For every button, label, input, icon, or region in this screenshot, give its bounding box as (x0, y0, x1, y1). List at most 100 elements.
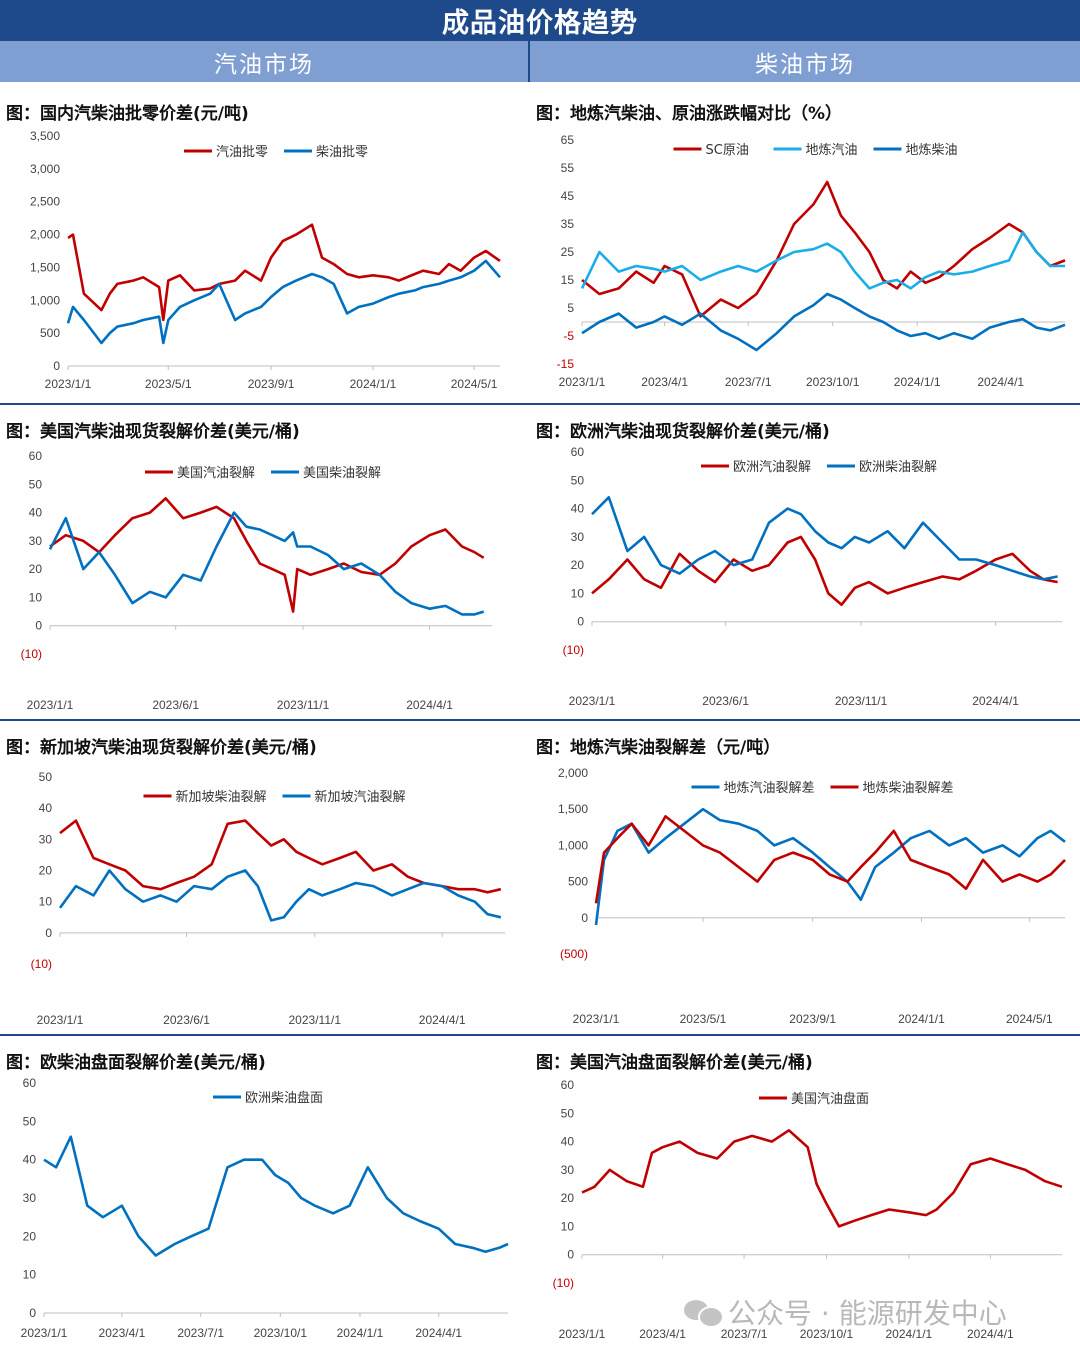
y-tick-label: 35 (561, 217, 575, 231)
x-tick-label: 2023/1/1 (559, 375, 606, 389)
x-tick-label: 2024/5/1 (1006, 1012, 1053, 1026)
chart-c8: (10) 0 10 20 30 40 50 60 2023/1/1 2023/4/1 2023/7/… (553, 1078, 1063, 1341)
y-tick-label: 60 (23, 1076, 37, 1090)
y-tick-label: 20 (39, 864, 53, 878)
y-tick-label: (10) (553, 1276, 574, 1290)
chart-title: 图：美国汽油盘面裂解价差(美元/桶) (536, 1053, 813, 1073)
banner-title: 成品油价格趋势 (442, 8, 638, 39)
x-tick-label: 2024/4/1 (415, 1326, 462, 1340)
y-tick-label: 50 (561, 1106, 575, 1120)
y-tick-label: 500 (568, 875, 588, 889)
x-tick-label: 2023/6/1 (702, 694, 749, 708)
y-tick-label: (500) (560, 947, 588, 961)
y-tick-label: 20 (561, 1191, 575, 1205)
legend-label: 美国汽油裂解 (177, 466, 255, 481)
x-tick-label: 2023/1/1 (559, 1327, 606, 1341)
x-tick-label: 2024/1/1 (898, 1012, 945, 1026)
legend-label: 地炼汽油裂解差 (724, 781, 815, 796)
chart-title: 图：新加坡汽柴油现货裂解价差(美元/桶) (6, 738, 317, 758)
y-tick-label: 0 (45, 926, 52, 940)
x-tick-label: 2023/9/1 (248, 377, 295, 391)
chart-panel-c7: 图：欧柴油盘面裂解价差(美元/桶) 0 10 20 30 40 50 60 2023/1/1 2… (0, 1045, 528, 1355)
y-tick-label: 2,000 (30, 228, 60, 242)
x-tick-label: 2024/1/1 (894, 375, 941, 389)
subheader-diesel: 柴油市场 (530, 41, 1080, 82)
y-tick-label: 65 (561, 133, 575, 147)
x-tick-label: 2023/4/1 (641, 375, 688, 389)
y-tick-label: 10 (571, 586, 585, 600)
legend-label: 美国柴油裂解 (303, 466, 381, 481)
y-tick-label: (10) (563, 643, 584, 657)
y-tick-label: 50 (39, 770, 53, 784)
y-tick-label: 5 (567, 301, 574, 315)
series-line-2 (594, 815, 1066, 904)
row-divider (0, 719, 1080, 721)
y-tick-label: -15 (557, 357, 575, 371)
series-line-2 (48, 511, 485, 616)
watermark-text: 公众号 · 能源研发中心 (728, 1297, 1007, 1330)
y-tick-label: 30 (571, 530, 585, 544)
y-tick-label: 10 (23, 1268, 37, 1282)
y-tick-label: 0 (577, 615, 584, 629)
chart-panel-c5: 图：新加坡汽柴油现货裂解价差(美元/桶) (10) 0 10 20 30 40 50 2023… (0, 730, 528, 1033)
y-tick-label: 0 (35, 619, 42, 633)
chart-panel-c2: 图：地炼汽柴油、原油涨跌幅对比（%） -15 -5 5 15 25 35 45 55 65 202… (530, 96, 1080, 402)
x-tick-label: 2023/11/1 (289, 1013, 342, 1027)
chart-title: 图：地炼汽柴油裂解差（元/吨） (536, 738, 781, 758)
subheader-diesel-label: 柴油市场 (755, 51, 855, 78)
x-tick-label: 2024/4/1 (977, 375, 1024, 389)
x-tick-label: 2023/1/1 (569, 694, 616, 708)
y-tick-label: 50 (29, 477, 43, 491)
y-tick-label: 40 (39, 801, 53, 815)
x-tick-label: 2023/1/1 (27, 698, 74, 712)
y-tick-label: 40 (561, 1135, 575, 1149)
page-banner: 成品油价格趋势 (0, 0, 1080, 41)
y-tick-label: 20 (23, 1229, 37, 1243)
watermark: 公众号 · 能源研发中心 (684, 1292, 1007, 1332)
chart-c6: (500) 0 500 1,000 1,500 2,000 2023/1/1 2023/5/1… (558, 766, 1066, 1026)
legend-label: 欧洲柴油盘面 (245, 1090, 323, 1106)
y-tick-label: (10) (31, 957, 52, 971)
y-tick-label: 10 (561, 1219, 575, 1233)
y-tick-label: 1,500 (558, 802, 588, 816)
x-tick-label: 2024/1/1 (350, 377, 397, 391)
x-tick-label: 2023/11/1 (277, 698, 330, 712)
y-tick-label: 20 (29, 562, 43, 576)
row-divider (0, 403, 1080, 405)
x-tick-label: 2023/1/1 (37, 1013, 84, 1027)
y-tick-label: 30 (39, 832, 53, 846)
x-tick-label: 2024/4/1 (419, 1013, 466, 1027)
chart-panel-c8: 图：美国汽油盘面裂解价差(美元/桶) (10) 0 10 20 30 40 50 60 2023… (530, 1045, 1080, 1355)
y-tick-label: 2,500 (30, 195, 60, 209)
y-tick-label: 1,500 (30, 260, 60, 274)
x-tick-label: 2023/7/1 (725, 375, 772, 389)
y-tick-label: -5 (563, 329, 574, 343)
series-line-1 (43, 1135, 509, 1257)
series-line-2 (66, 259, 501, 345)
x-tick-label: 2023/7/1 (721, 1327, 768, 1341)
y-tick-label: 15 (561, 273, 575, 287)
y-tick-label: 40 (23, 1153, 37, 1167)
subheader-gasoline: 汽油市场 (0, 41, 528, 82)
y-tick-label: (10) (21, 647, 42, 661)
x-tick-label: 2023/1/1 (45, 377, 92, 391)
chart-panel-c4: 图：欧洲汽柴油现货裂解价差(美元/桶) (10) 0 10 20 30 40 50 60 202… (530, 414, 1080, 718)
x-tick-label: 2023/5/1 (145, 377, 192, 391)
chart-c4: (10) 0 10 20 30 40 50 60 2023/1/1 2023/6/1 2023/11… (563, 445, 1062, 708)
legend-label: 地炼汽油 (806, 143, 858, 158)
x-tick-label: 2024/4/1 (967, 1327, 1014, 1341)
chart-panel-c3: 图：美国汽柴油现货裂解价差(美元/桶) (10) 0 10 20 30 40 50 60 202… (0, 414, 528, 718)
chart-panel-c1: 图：国内汽柴油批零价差(元/吨) 0 500 1,000 1,500 2,000 2,50… (0, 96, 528, 402)
chart-title: 图：美国汽柴油现货裂解价差(美元/桶) (6, 422, 300, 442)
series-line-1 (49, 497, 485, 613)
y-tick-label: 0 (567, 1248, 574, 1262)
chart-title: 图：地炼汽柴油、原油涨跌幅对比（%） (536, 104, 843, 124)
series-line-2 (58, 869, 502, 922)
chart-title: 图：国内汽柴油批零价差(元/吨) (6, 104, 249, 124)
y-tick-label: 20 (571, 558, 585, 572)
legend-label: 新加坡柴油裂解 (176, 789, 267, 805)
chart-c1: 0 500 1,000 1,500 2,000 2,500 3,000 3,500 2023/1… (30, 129, 501, 391)
x-tick-label: 2023/4/1 (639, 1327, 686, 1341)
x-tick-label: 2023/10/1 (800, 1327, 854, 1341)
wechat-icon (684, 1298, 724, 1328)
